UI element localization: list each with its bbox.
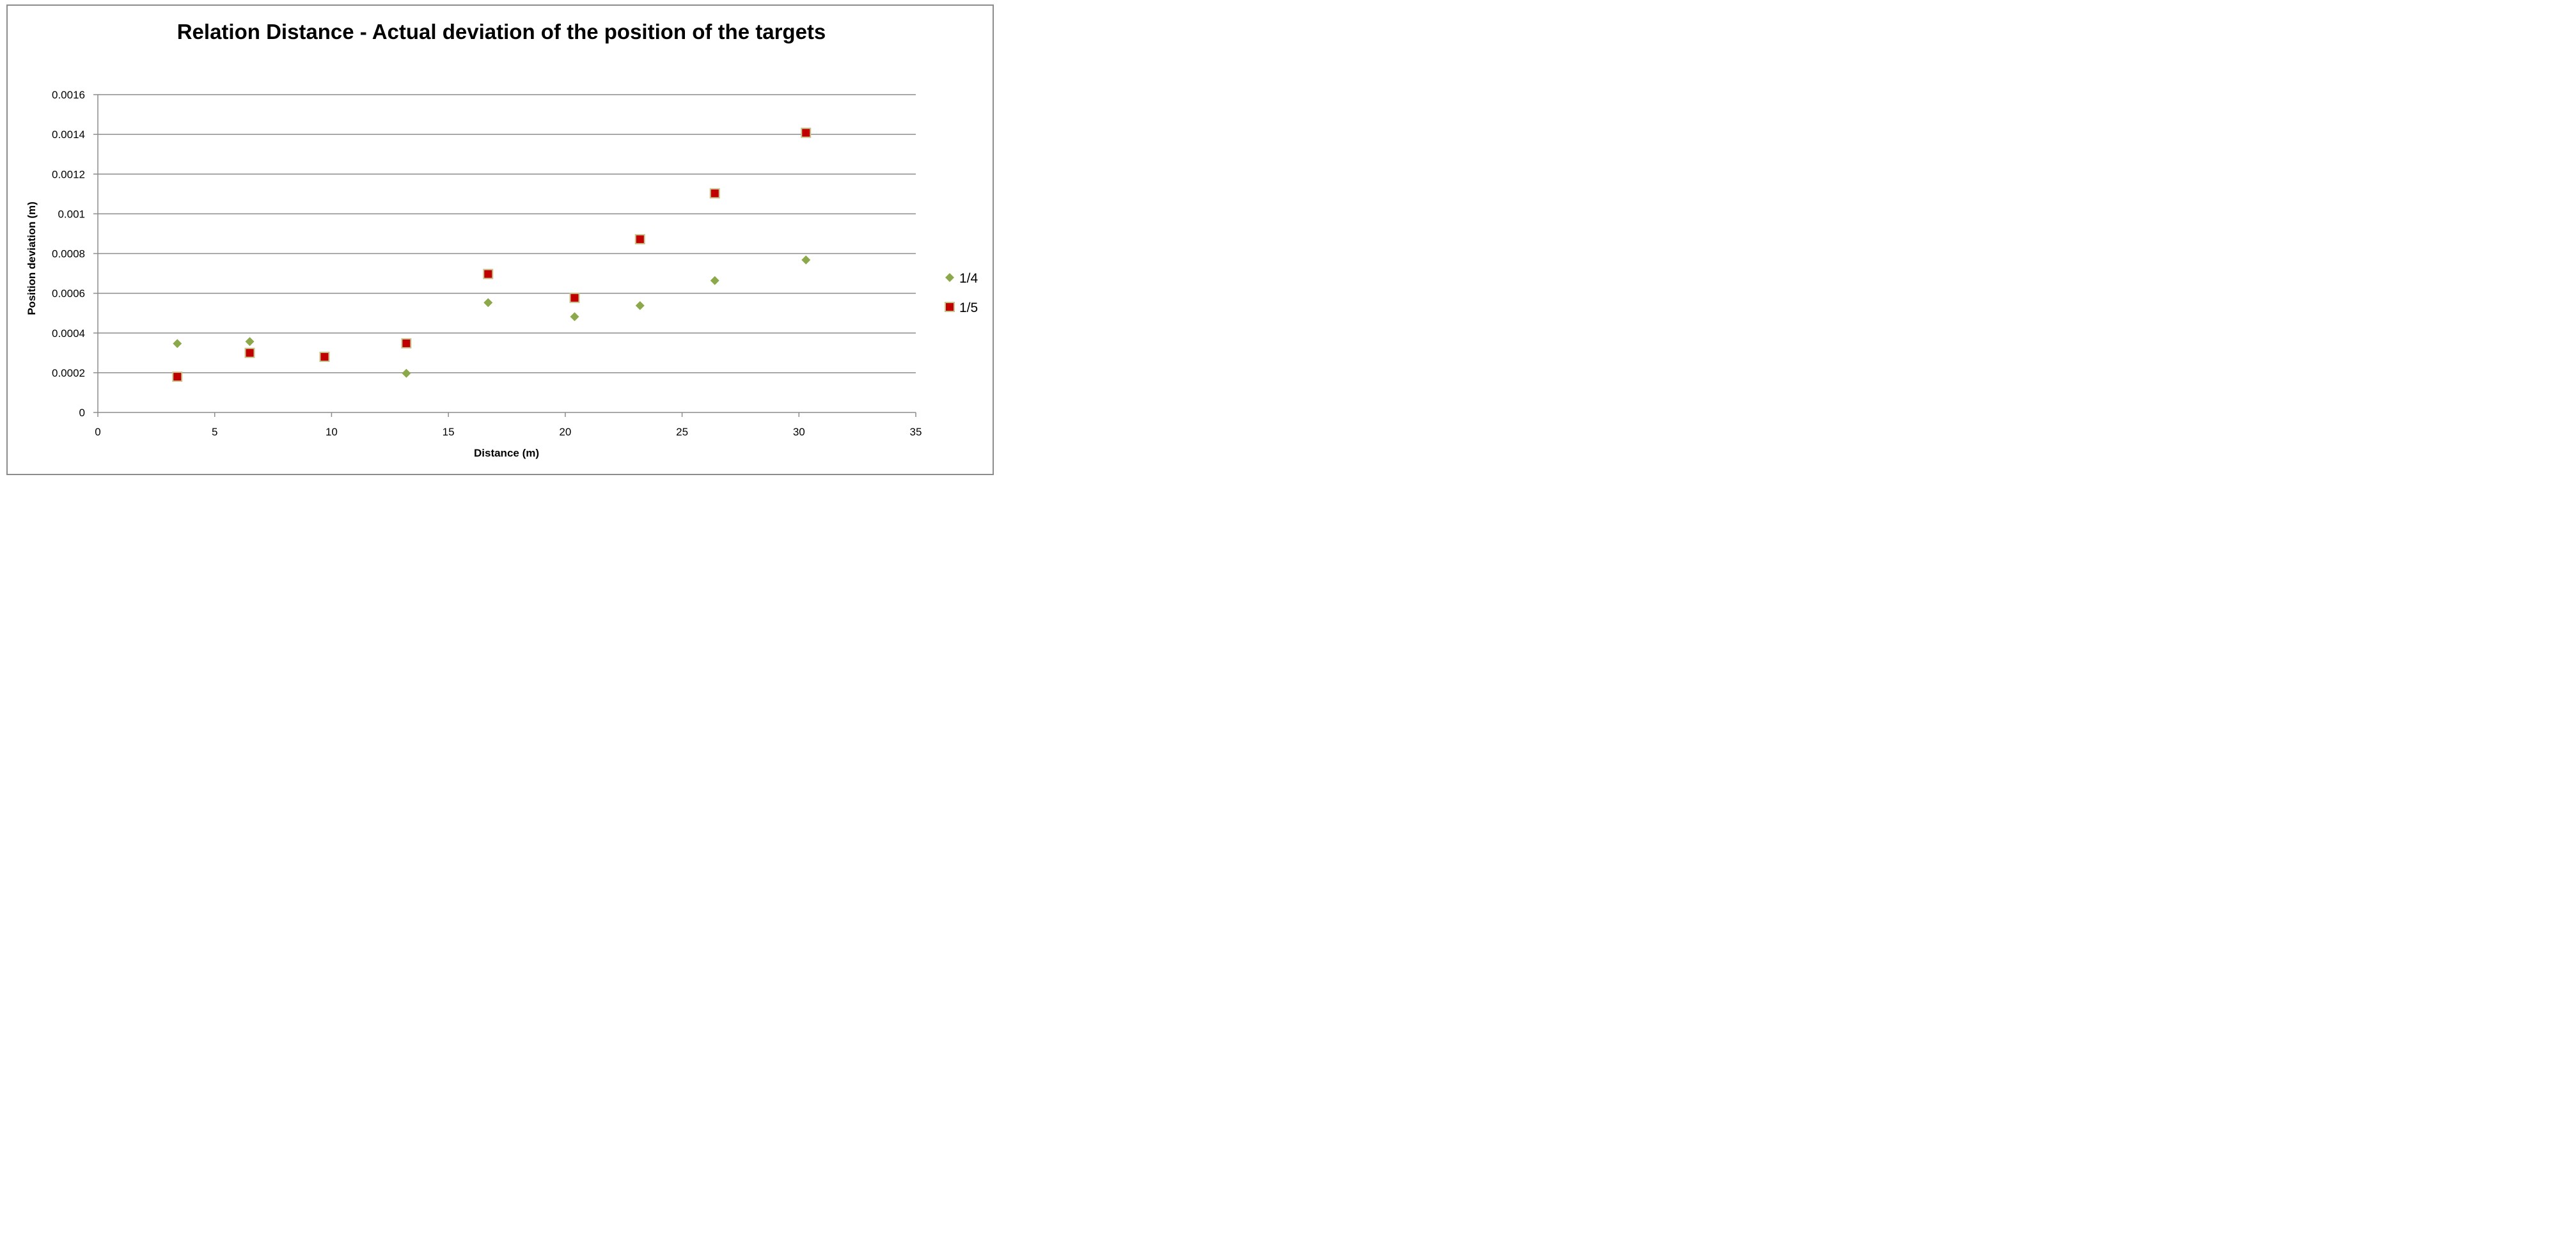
y-tick-label: 0: [79, 407, 85, 419]
x-tick-label: 35: [910, 426, 922, 438]
y-tick-label: 0.0004: [52, 327, 85, 340]
data-point-square: [483, 269, 494, 279]
data-point-diamond: [245, 337, 255, 347]
x-tick-labels: 0 5 10 15 20 25 30 35: [95, 426, 922, 438]
data-point-diamond: [402, 368, 411, 378]
x-tick-label: 15: [443, 426, 455, 438]
data-point-diamond: [635, 301, 645, 310]
data-point-square: [172, 372, 183, 382]
data-point-diamond: [483, 298, 493, 308]
data-point-square: [569, 292, 580, 303]
data-point-square: [319, 352, 330, 363]
y-tick-label: 0.0016: [52, 89, 85, 101]
data-points: [172, 127, 812, 382]
data-point-square: [709, 188, 720, 199]
data-point-square: [801, 127, 812, 138]
y-tick-label: 0.0012: [52, 168, 85, 180]
y-axis-title: Position deviation (m): [26, 201, 38, 315]
legend-marker-square: [945, 302, 955, 312]
y-tick-label: 0.0008: [52, 248, 85, 260]
legend-marker-diamond: [945, 273, 954, 282]
y-tick-label: 0.001: [58, 208, 85, 220]
legend: 1/4 1/5: [945, 271, 978, 315]
axes: [93, 94, 916, 417]
chart-frame: 0 0.0002 0.0004 0.0006 0.0008 0.001 0.0012 0.00…: [6, 4, 994, 475]
legend-label: 1/4: [959, 271, 978, 286]
gridlines: [98, 94, 916, 373]
y-tick-labels: 0 0.0002 0.0004 0.0006 0.0008 0.001 0.0012 0.00…: [52, 89, 85, 419]
data-point-diamond: [173, 339, 182, 349]
x-tick-label: 0: [95, 426, 100, 438]
x-tick-label: 20: [559, 426, 571, 438]
x-tick-label: 25: [676, 426, 688, 438]
data-point-diamond: [710, 276, 719, 285]
data-point-diamond: [570, 312, 579, 322]
x-tick-label: 5: [212, 426, 217, 438]
y-tick-label: 0.0006: [52, 288, 85, 300]
data-point-square: [244, 347, 255, 358]
legend-label: 1/5: [959, 301, 978, 315]
scatter-chart: 0 0.0002 0.0004 0.0006 0.0008 0.001 0.0012 0.00…: [26, 20, 978, 459]
data-point-square: [634, 234, 645, 245]
x-axis-title: Distance (m): [474, 447, 539, 459]
x-tick-label: 10: [326, 426, 338, 438]
data-point-square: [401, 338, 412, 349]
chart-title: Relation Distance - Actual deviation of …: [177, 20, 826, 43]
y-tick-label: 0.0014: [52, 129, 85, 141]
y-tick-label: 0.0002: [52, 367, 85, 379]
data-point-diamond: [801, 255, 811, 265]
x-tick-label: 30: [793, 426, 805, 438]
